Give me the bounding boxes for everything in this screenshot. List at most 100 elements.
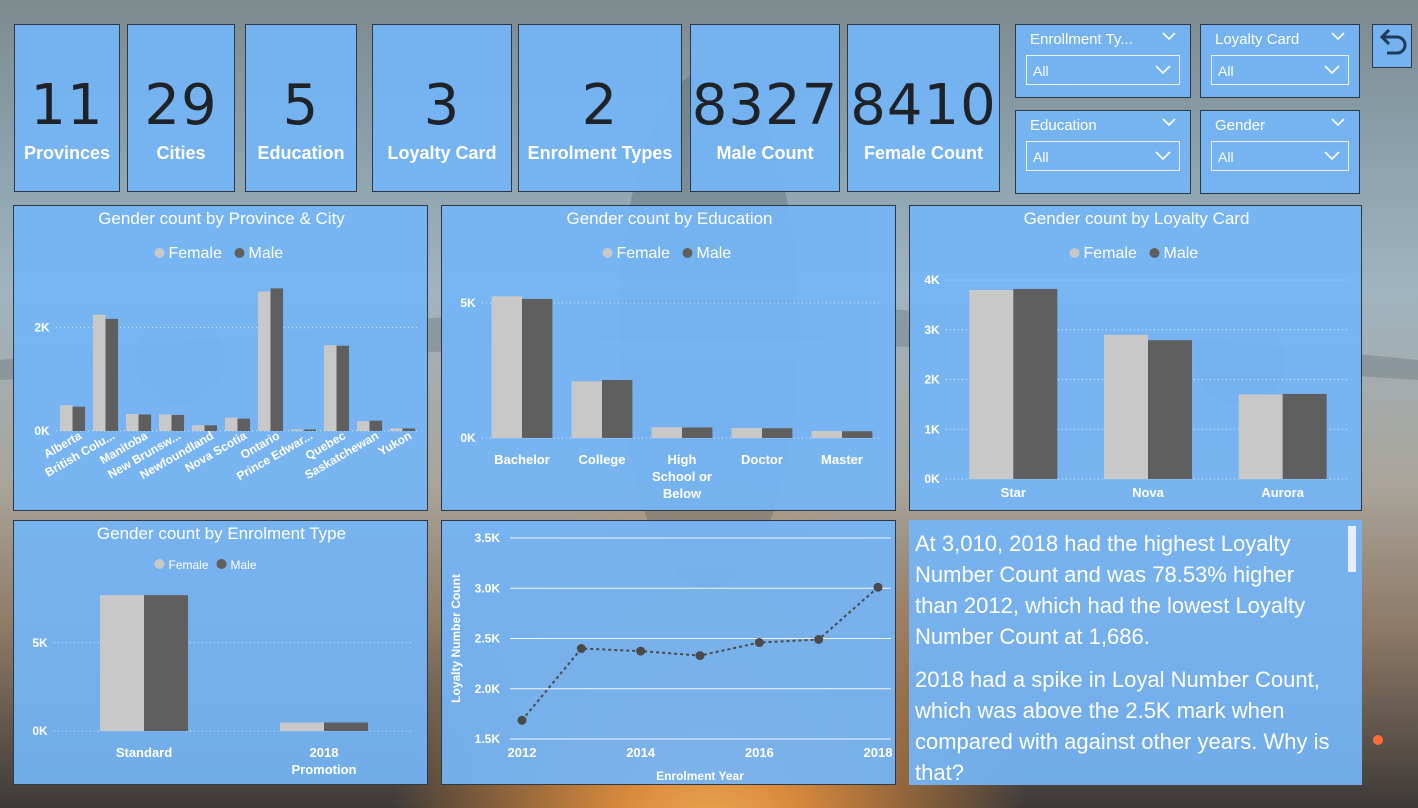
y-tick-label: 1.5K [475,732,501,746]
x-tick-label: Yukon [376,428,414,458]
kpi-card-male-count: 8327 Male Count [690,24,840,192]
chart-loyalty-count-by-year: 1.5K 2.0K 2.5K 3.0K 3.5K 2012 2014 2016 2018 Enro… [441,520,896,785]
chart-svg: 1.5K2.0K2.5K3.0K3.5K2012 2014 2016 2018Enro… [442,521,897,786]
back-button[interactable] [1372,24,1412,68]
kpi-value: 8410 [848,73,999,138]
legend-label-male: Male [1164,245,1199,262]
chart-gender-by-education: Gender count by Education Female Male 0K 5K B… [441,205,896,511]
kpi-value: 2 [519,73,681,138]
y-tick-label: 2.5K [475,632,501,646]
slicer-dropdown[interactable]: All [1026,55,1180,85]
bar-female [280,723,324,731]
x-tick-label: 2016 [745,745,774,760]
bar-male [522,299,552,438]
kpi-label: Provinces [15,143,119,164]
x-tick-label: Nova [1132,485,1165,500]
y-tick-label: 5K [460,296,476,310]
kpi-label: Loyalty Card [373,143,511,164]
data-point [636,647,645,656]
legend-dot-female [155,248,165,258]
y-tick-label: 2.0K [475,682,501,696]
data-point [814,635,823,644]
kpi-card-cities: 29 Cities [127,24,235,192]
bar-male [106,319,119,431]
y-tick-label: 1K [924,422,940,436]
x-tick-label: 2018 [864,745,893,760]
bar-male [842,431,872,438]
slicer-value: All [1218,63,1234,79]
chart-svg: Gender count by Loyalty Card Female Male 0K… [910,206,1363,512]
bar-male [1148,340,1192,479]
y-tick-label: 3.0K [475,581,501,595]
chevron-down-icon[interactable] [1162,31,1176,41]
legend-dot-male [235,248,245,258]
bar-male [172,415,185,431]
bar-female [390,428,403,431]
bar-female [93,315,106,431]
legend-dot-male [683,248,693,258]
legend-label-female: Female [169,245,222,262]
chart-title: Gender count by Loyalty Card [1024,209,1250,228]
bar-male [337,346,350,431]
kpi-card-enrolment-types: 2 Enrolment Types [518,24,682,192]
kpi-label: Female Count [848,143,999,164]
bar-female [159,414,172,431]
x-tick-label: Master [821,452,863,467]
y-tick-label: 3.5K [475,531,501,545]
y-axis-label: Loyalty Number Count [449,574,463,703]
bar-male [762,428,792,438]
x-tick-label: Standard [116,745,172,760]
kpi-card-loyalty-card: 3 Loyalty Card [372,24,512,192]
slicer-dropdown[interactable]: All [1211,55,1349,85]
kpi-value: 8327 [691,73,839,138]
insight-paragraph: 2018 had a spike in Loyal Number Count, … [915,664,1332,785]
slicer-dropdown[interactable]: All [1211,141,1349,171]
chart-gender-by-province-city: Gender count by Province & City Female Mal… [13,205,428,511]
chevron-down-icon [1155,64,1171,75]
kpi-card-education: 5 Education [245,24,357,192]
y-tick-label: 4K [924,273,940,287]
kpi-value: 29 [128,73,234,138]
kpi-card-provinces: 11 Provinces [14,24,120,192]
bar-female [291,429,304,431]
slicer-value: All [1218,149,1234,165]
x-tick-label: Star [1001,485,1026,500]
bar-female [100,595,144,731]
bar-female [126,414,139,431]
bar-female [192,425,205,431]
chart-svg: Gender count by Enrolment TypeFemale Male… [14,521,429,786]
scrollbar-thumb[interactable] [1348,526,1356,572]
y-tick-label: 0K [32,724,48,738]
bar-male [602,380,632,438]
slicer-dropdown[interactable]: All [1026,141,1180,171]
chevron-down-icon[interactable] [1162,117,1176,127]
y-tick-label: 0K [924,472,940,486]
bar-female [324,345,337,431]
bar-male [144,595,188,731]
chart-title: Gender count by Province & City [98,209,345,228]
chart-gender-by-enrolment-type: Gender count by Enrolment Type Female Male… [13,520,428,785]
smart-narrative: At 3,010, 2018 had the highest Loyalty N… [909,520,1362,785]
slicer-enrollment-type: Enrollment Ty... All [1015,24,1191,98]
chevron-down-icon[interactable] [1331,31,1345,41]
slicer-education: Education All [1015,110,1191,194]
bar-female [1104,335,1148,479]
legend-dot-female [155,559,165,569]
bar-female [652,427,682,438]
legend-dot-male [1150,248,1160,258]
y-tick-label: 3K [924,323,940,337]
kpi-label: Enrolment Types [519,143,681,164]
bar-female [969,290,1013,479]
slicer-value: All [1033,63,1049,79]
data-point [577,644,586,653]
x-axis-label: Enrolment Year [656,769,744,783]
slicer-title: Education [1030,117,1097,134]
chart-svg: Gender count by Education Female Male 0K 5K B… [442,206,897,512]
bar-male [324,723,368,731]
bar-female [60,405,73,431]
bar-male [682,427,712,438]
chart-title: Gender count by Enrolment Type [97,524,346,543]
chevron-down-icon[interactable] [1331,117,1345,127]
insight-paragraph: At 3,010, 2018 had the highest Loyalty N… [915,528,1332,652]
x-tick-label: High School or Below [652,452,712,501]
